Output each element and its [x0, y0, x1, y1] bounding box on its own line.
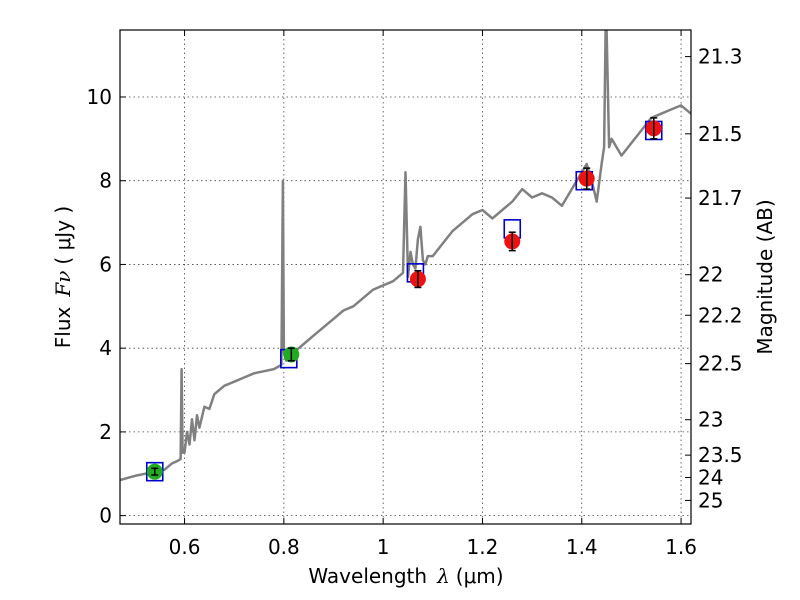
x-axis-label: Wavelength λ (μm)	[308, 564, 503, 588]
y-tick-label: 6	[99, 252, 112, 276]
axes: 0.6 0.8 1 1.2 1.4 1.6024681021.321.521.72222.…	[87, 30, 743, 559]
y-tick-label: 10	[87, 85, 112, 109]
magnitude-axis-label: Magnitude (AB)	[753, 199, 777, 354]
x-tick-label: 1	[377, 535, 390, 559]
plot-frame	[119, 29, 692, 525]
y-axis-label: FluxFν( μJy )	[51, 206, 75, 348]
mag-tick-label: 21.3	[698, 45, 743, 69]
y-tick-label: 4	[99, 336, 112, 360]
mag-tick-label: 23	[698, 408, 723, 432]
x-tick-label: 0.6	[169, 535, 201, 559]
x-tick-label: 1.6	[665, 535, 697, 559]
mag-tick-label: 21.7	[698, 186, 743, 210]
mag-tick-label: 23.5	[698, 443, 743, 467]
mag-tick-label: 22.2	[698, 303, 743, 327]
y-tick-label: 8	[99, 169, 112, 193]
x-tick-label: 1.2	[467, 535, 499, 559]
mag-tick-label: 21.5	[698, 122, 743, 146]
mag-tick-label: 24	[698, 465, 723, 489]
y-tick-label: 0	[99, 504, 112, 528]
grid	[120, 30, 691, 524]
mag-tick-label: 25	[698, 488, 723, 512]
y-tick-label: 2	[99, 420, 112, 444]
data-series	[120, 30, 691, 482]
mag-tick-label: 22	[698, 263, 723, 287]
x-tick-label: 1.4	[566, 535, 598, 559]
x-tick-label: 0.8	[268, 535, 300, 559]
spectrum-line	[120, 30, 691, 482]
mag-tick-label: 22.5	[698, 352, 743, 376]
